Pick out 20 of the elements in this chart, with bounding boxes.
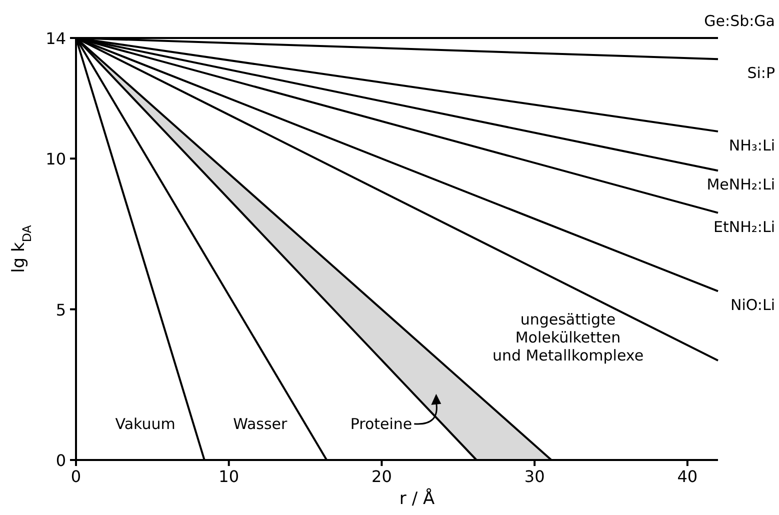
y-tick-label: 14 bbox=[46, 29, 66, 48]
x-tick-label: 20 bbox=[372, 467, 392, 486]
y-tick-label: 5 bbox=[56, 300, 66, 320]
y-tick-label: 10 bbox=[46, 150, 66, 169]
x-tick-label: 0 bbox=[70, 467, 82, 486]
series-label: Si:P bbox=[747, 64, 775, 82]
series-label: Proteine bbox=[350, 414, 412, 433]
series-label: Ge:Sb:Ga bbox=[704, 12, 775, 30]
series-label: ungesättigte Molekülketten und Metallkomplexe bbox=[492, 310, 644, 365]
series-label: NiO:Li bbox=[730, 296, 775, 314]
x-tick-label: 40 bbox=[677, 467, 698, 486]
x-axis-title: r / Å bbox=[399, 488, 435, 509]
series-label: NH₃:Li bbox=[728, 136, 775, 154]
series-label: MeNH₂:Li bbox=[706, 176, 775, 194]
x-tick-label: 30 bbox=[524, 467, 545, 486]
series-label: Wasser bbox=[233, 414, 288, 433]
y-tick-label: 0 bbox=[56, 451, 66, 470]
x-tick-label: 10 bbox=[218, 467, 240, 486]
series-label: Vakuum bbox=[115, 414, 176, 433]
series-label: EtNH₂:Li bbox=[714, 218, 775, 236]
